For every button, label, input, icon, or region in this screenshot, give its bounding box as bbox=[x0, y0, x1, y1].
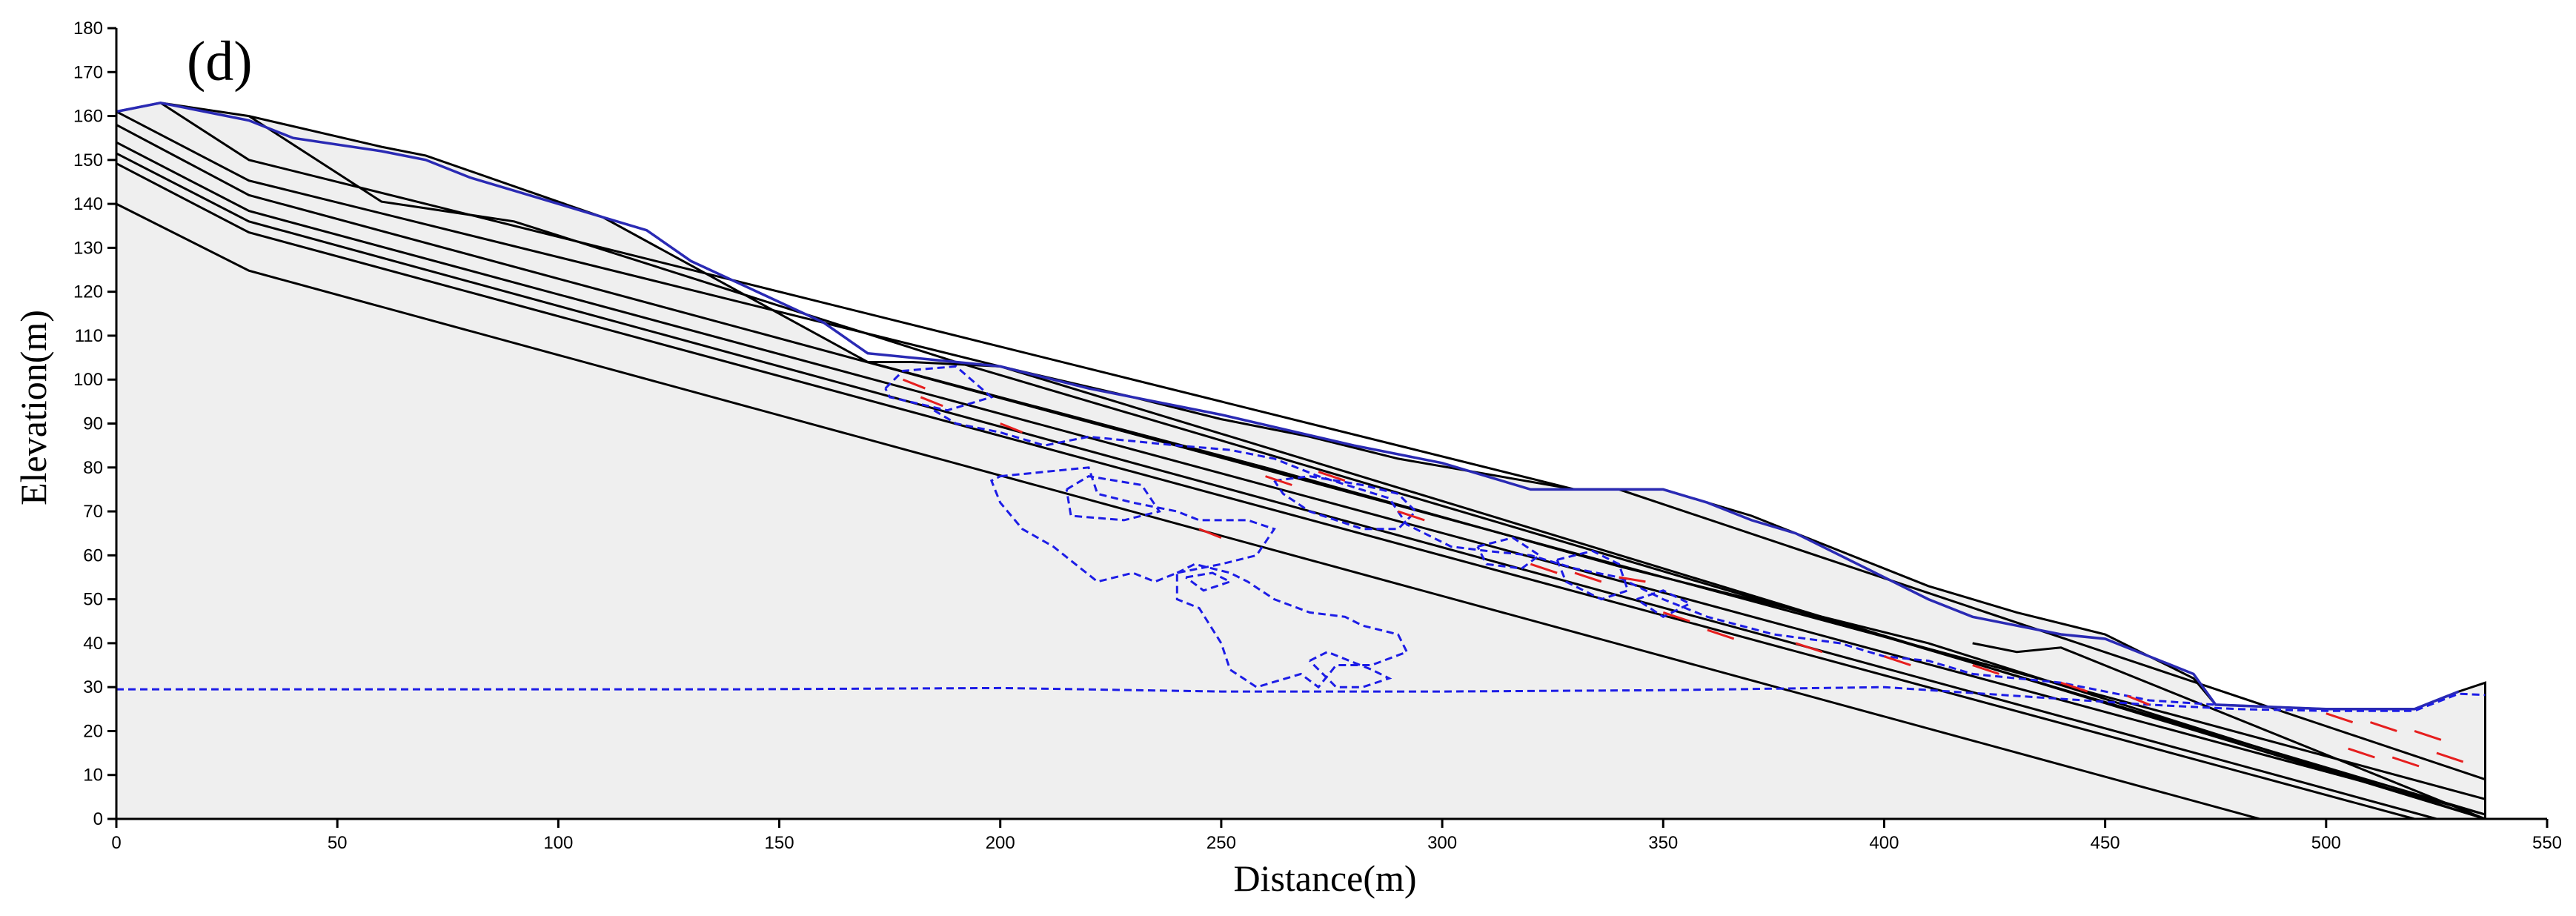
y-tick-label: 0 bbox=[93, 809, 103, 829]
displacement-vector bbox=[1318, 471, 1346, 482]
y-tick-label: 50 bbox=[83, 590, 103, 610]
y-tick-label: 150 bbox=[73, 150, 103, 170]
y-tick-label: 160 bbox=[73, 107, 103, 127]
displacement-vector bbox=[1619, 576, 1646, 583]
displacement-vector bbox=[2369, 721, 2397, 732]
displacement-vector bbox=[2126, 694, 2150, 706]
layer-boundary bbox=[248, 115, 2486, 816]
layer-boundary bbox=[1972, 642, 2486, 820]
y-tick-label: 120 bbox=[73, 282, 103, 302]
panel-label: (d) bbox=[187, 30, 253, 93]
displacement-vector bbox=[2391, 756, 2420, 768]
displacement-vector bbox=[902, 378, 926, 390]
contour-line bbox=[1065, 475, 1161, 522]
layer-boundary bbox=[116, 152, 2437, 820]
displacement-vector bbox=[1574, 571, 1602, 583]
contour-line bbox=[989, 466, 1276, 583]
contour-line bbox=[1636, 589, 1693, 619]
displacement-vector bbox=[1000, 422, 1023, 434]
y-tick-label: 170 bbox=[73, 62, 103, 82]
water-table-line bbox=[116, 686, 2486, 712]
x-tick-label: 300 bbox=[1427, 833, 1457, 853]
y-tick-label: 140 bbox=[73, 194, 103, 214]
layer-boundary bbox=[116, 162, 2415, 820]
y-tick-label: 130 bbox=[73, 238, 103, 258]
x-tick-label: 250 bbox=[1206, 833, 1236, 853]
y-tick-label: 60 bbox=[83, 545, 103, 565]
layer-boundary bbox=[116, 124, 2486, 800]
y-tick-label: 90 bbox=[83, 414, 103, 434]
displacement-vector bbox=[2348, 747, 2375, 759]
displacement-vector bbox=[2414, 730, 2442, 741]
displacement-vector bbox=[1530, 562, 1558, 574]
x-tick-label: 400 bbox=[1869, 833, 1899, 853]
layer-boundary bbox=[116, 141, 2486, 816]
contour-line bbox=[1185, 571, 1233, 592]
layer-boundary bbox=[116, 110, 2486, 820]
ground-surface-line bbox=[116, 102, 2460, 711]
x-axis-title: Distance(m) bbox=[1233, 857, 1416, 899]
x-tick-label: 100 bbox=[543, 833, 573, 853]
y-tick-label: 40 bbox=[83, 634, 103, 654]
x-tick-label: 50 bbox=[328, 833, 348, 853]
displacement-vector bbox=[1972, 664, 1999, 675]
displacement-vector bbox=[2060, 681, 2088, 693]
contour-line bbox=[1476, 536, 1541, 570]
displacement-vector bbox=[1198, 528, 1222, 540]
displacement-vector bbox=[2326, 712, 2354, 724]
x-tick-label: 150 bbox=[765, 833, 794, 853]
contour-line bbox=[1175, 562, 1409, 689]
x-tick-label: 350 bbox=[1648, 833, 1678, 853]
y-tick-label: 180 bbox=[73, 19, 103, 39]
displacement-vector bbox=[1707, 628, 1735, 640]
y-tick-label: 20 bbox=[83, 721, 103, 741]
x-tick-label: 500 bbox=[2311, 833, 2341, 853]
x-tick-label: 550 bbox=[2532, 833, 2562, 853]
y-tick-label: 110 bbox=[75, 326, 103, 346]
layer-boundary bbox=[116, 202, 2260, 820]
y-axis-title: Elevation(m) bbox=[13, 310, 54, 505]
displacement-vector bbox=[2436, 751, 2464, 763]
x-tick-label: 450 bbox=[2091, 833, 2120, 853]
y-tick-label: 70 bbox=[83, 502, 103, 522]
axes: 0 50 100 150 200 250 300 350 400 450 500 550 0 10 20 30… bbox=[73, 19, 2562, 853]
y-tick-label: 100 bbox=[73, 370, 103, 390]
displacement-vector bbox=[1883, 655, 1911, 666]
contour-line bbox=[884, 365, 994, 412]
displacement-vector bbox=[1397, 510, 1425, 522]
contour-line bbox=[1556, 549, 1630, 601]
contour-line bbox=[1273, 475, 1418, 531]
contour-line bbox=[1309, 651, 1392, 688]
y-tick-label: 80 bbox=[83, 458, 103, 478]
contour-line bbox=[933, 409, 2216, 706]
displacement-vector bbox=[1795, 642, 1823, 654]
x-tick-label: 200 bbox=[986, 833, 1015, 853]
x-tick-label: 0 bbox=[111, 833, 121, 853]
y-tick-label: 10 bbox=[83, 766, 103, 786]
displacement-vector bbox=[1265, 475, 1292, 486]
y-tick-label: 30 bbox=[83, 677, 103, 697]
displacement-vector bbox=[920, 396, 943, 408]
displacement-vector bbox=[1662, 611, 1690, 623]
plot-area bbox=[115, 102, 2486, 820]
